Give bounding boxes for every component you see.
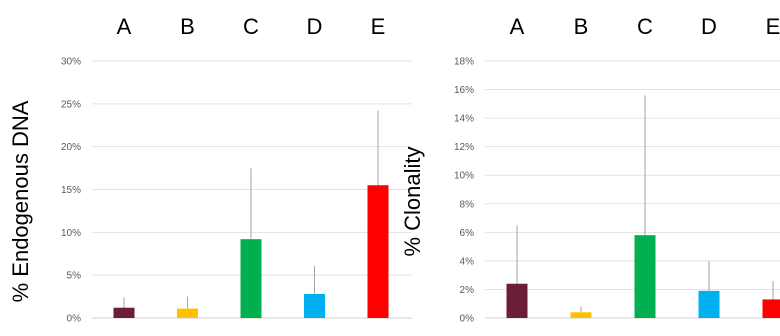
category-label: D	[307, 14, 323, 39]
y-tick-label: 2%	[460, 285, 475, 296]
category-label: C	[637, 14, 653, 39]
chart-1: 0% 5% 10% 15% 20% 25% 30% % Endogenous DNA A B C D E	[8, 14, 412, 325]
category-label: E	[371, 14, 386, 39]
bar-E	[762, 299, 780, 318]
y-axis-title: % Clonality	[400, 146, 425, 256]
y-tick-label: 0%	[67, 314, 82, 325]
y-tick-label: 25%	[61, 99, 81, 110]
category-label: A	[117, 14, 132, 39]
bar-D	[698, 290, 720, 318]
category-label: D	[701, 14, 717, 39]
y-tick-label: 20%	[61, 142, 81, 153]
category-label: B	[180, 14, 195, 39]
y-tick-label: 30%	[61, 57, 81, 68]
bar-C	[634, 235, 656, 318]
y-tick-label: 14%	[454, 114, 474, 125]
bar-A	[113, 307, 135, 318]
y-tick-label: 4%	[460, 256, 475, 267]
y-tick-label: 10%	[61, 228, 81, 239]
y-tick-label: 12%	[454, 142, 474, 153]
bar-B	[177, 308, 198, 318]
y-tick-label: 18%	[454, 57, 474, 68]
y-tick-label: 8%	[460, 199, 475, 210]
y-tick-label: 5%	[67, 271, 82, 282]
y-tick-label: 10%	[454, 171, 474, 182]
y-tick-label: 15%	[61, 185, 81, 196]
bar-B	[570, 312, 592, 318]
bar-E	[367, 185, 389, 318]
bar-D	[304, 294, 325, 318]
y-tick-label: 16%	[454, 85, 474, 96]
y-axis-title: % Endogenous DNA	[8, 100, 33, 302]
y-tick-label: 6%	[460, 228, 475, 239]
bar-A	[506, 283, 528, 318]
category-label: C	[243, 14, 259, 39]
chart-2: 0% 2% 4% 6% 8% 10% 12% 14% 16% 18% % Clonality A B C D…	[400, 14, 780, 325]
category-label: B	[574, 14, 589, 39]
category-label: A	[510, 14, 525, 39]
y-tick-label: 0%	[460, 314, 475, 325]
bar-C	[240, 239, 262, 318]
category-label: E	[766, 14, 780, 39]
